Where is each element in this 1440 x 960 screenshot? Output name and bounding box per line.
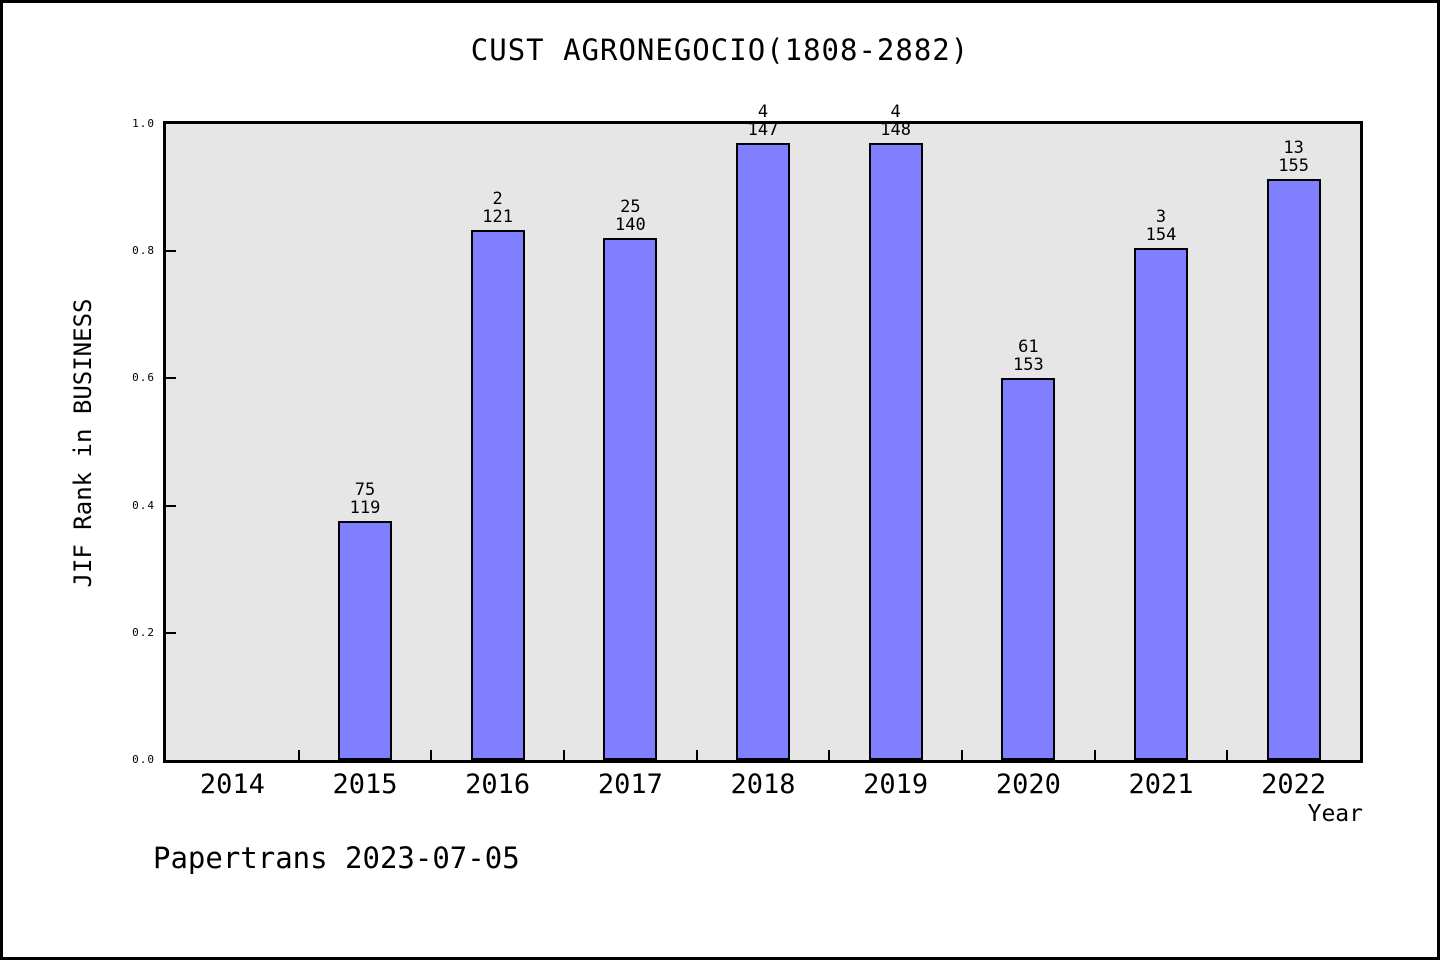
y-tick-mark <box>166 250 176 253</box>
bar-2017 <box>603 238 658 760</box>
x-tick-mark <box>297 750 300 760</box>
y-tick-label: 0.2 <box>132 625 155 639</box>
bar-2015 <box>338 521 392 760</box>
x-tick-label-2017: 2017 <box>597 769 663 800</box>
plot-area: 75 119 2 121 25 140 4 147 4 148 61 153 3 154 13… <box>163 103 1363 763</box>
x-tick-label-2015: 2015 <box>332 769 398 800</box>
x-tick-mark <box>563 750 565 760</box>
y-tick-label: 0.6 <box>132 371 155 385</box>
bar-value-label-2017: 25 140 <box>614 197 646 235</box>
x-tick-label-2018: 2018 <box>730 769 796 800</box>
y-tick-mark <box>166 377 176 380</box>
x-tick-mark <box>961 750 963 760</box>
bar-value-label-2020: 61 153 <box>1012 337 1044 375</box>
y-tick-label: 1.0 <box>132 117 155 130</box>
x-axis-title: Year <box>1307 801 1363 827</box>
x-tick-label-2022: 2022 <box>1261 769 1327 800</box>
x-tick-mark <box>828 750 831 760</box>
y-tick-mark <box>166 631 176 634</box>
bar-value-label-2021: 3 154 <box>1145 207 1177 245</box>
bar-2016 <box>470 230 525 760</box>
x-tick-label-2019: 2019 <box>863 769 929 800</box>
y-tick-label: 0.0 <box>132 753 155 766</box>
bar-value-label-2019: 4 148 <box>880 102 912 140</box>
bar-value-label-2022: 13 155 <box>1278 138 1310 176</box>
bar-value-label-2016: 2 121 <box>482 189 514 227</box>
chart-title: CUST AGRONEGOCIO(1808-2882) <box>470 33 970 67</box>
bar-value-label-2015: 75 119 <box>349 480 381 518</box>
x-tick-label-2016: 2016 <box>465 769 531 800</box>
bar-value-label-2018: 4 147 <box>747 102 779 140</box>
bar-2021 <box>1134 248 1188 760</box>
bar-2019 <box>868 143 923 760</box>
x-tick-label-2014: 2014 <box>199 769 265 800</box>
x-tick-mark <box>1093 750 1096 760</box>
y-tick-label: 0.8 <box>132 244 155 258</box>
bar-2022 <box>1266 179 1321 760</box>
y-axis-title: JIF Rank in BUSINESS <box>69 298 97 588</box>
footer-watermark: Papertrans 2023-07-05 <box>153 841 520 875</box>
y-tick-label: 0.4 <box>132 498 155 512</box>
x-tick-label-2020: 2020 <box>995 769 1061 800</box>
x-tick-mark <box>430 750 433 760</box>
x-tick-mark <box>695 750 698 760</box>
x-tick-label-2021: 2021 <box>1128 769 1194 800</box>
bar-2020 <box>1001 378 1056 760</box>
bar-2018 <box>736 143 790 760</box>
x-tick-mark <box>1226 750 1229 760</box>
y-tick-mark <box>166 504 176 507</box>
